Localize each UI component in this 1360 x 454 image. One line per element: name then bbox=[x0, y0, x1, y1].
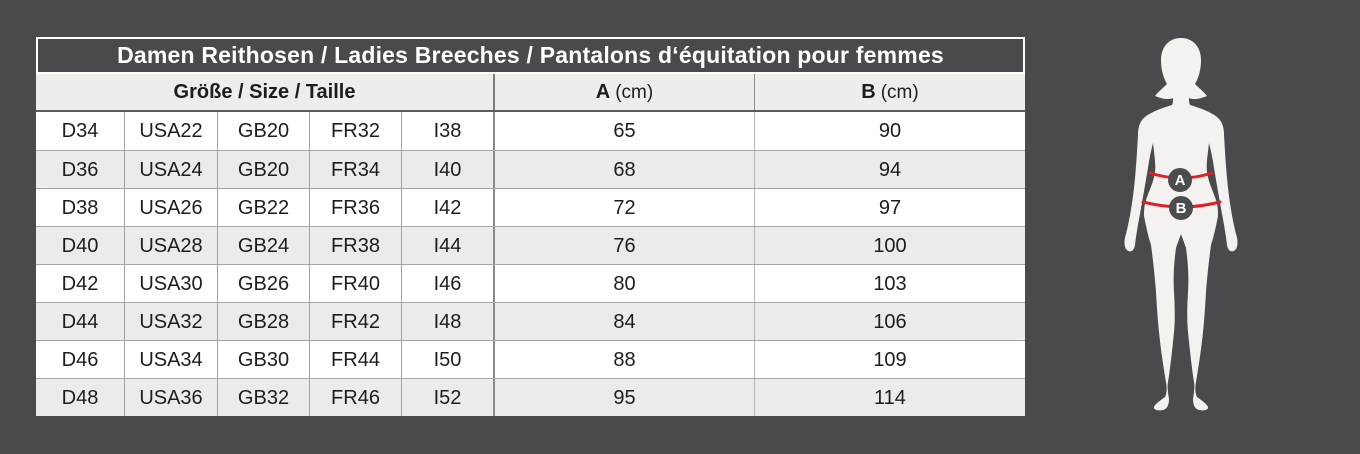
table-cell: FR34 bbox=[310, 151, 402, 188]
table-header-row: Größe / Size / Taille A (cm) B (cm) bbox=[36, 74, 1025, 112]
table-cell: D36 bbox=[36, 151, 125, 188]
table-cell: GB30 bbox=[218, 341, 310, 378]
table-cell: FR46 bbox=[310, 379, 402, 416]
table-cell: I46 bbox=[402, 265, 495, 302]
table-cell: I42 bbox=[402, 189, 495, 226]
table-row: D38 USA26 GB22 FR36 I42 72 97 bbox=[36, 188, 1025, 226]
table-cell: I40 bbox=[402, 151, 495, 188]
table-cell: I44 bbox=[402, 227, 495, 264]
table-cell: 95 bbox=[495, 379, 755, 416]
table-cell: GB24 bbox=[218, 227, 310, 264]
table-cell: D34 bbox=[36, 112, 125, 150]
table-title: Damen Reithosen / Ladies Breeches / Pant… bbox=[36, 37, 1025, 74]
table-cell: I52 bbox=[402, 379, 495, 416]
table-cell: I38 bbox=[402, 112, 495, 150]
table-cell: 97 bbox=[878, 196, 902, 219]
header-measure-b: B (cm) bbox=[755, 74, 1025, 110]
table-cell: 68 bbox=[495, 151, 755, 188]
table-cell: USA30 bbox=[125, 265, 218, 302]
header-a-label: A bbox=[595, 81, 611, 103]
table-cell: D38 bbox=[36, 189, 125, 226]
marker-b-label: B bbox=[1176, 200, 1187, 217]
table-cell: USA24 bbox=[125, 151, 218, 188]
table-cell: 88 bbox=[495, 341, 755, 378]
table-row: D48 USA36 GB32 FR46 I52 95 114 bbox=[36, 378, 1025, 416]
table-cell: I48 bbox=[402, 303, 495, 340]
table-row: D34 USA22 GB20 FR32 I38 65 90 bbox=[36, 112, 1025, 150]
female-body-silhouette bbox=[1124, 38, 1238, 411]
table-cell: 94 bbox=[878, 158, 902, 181]
marker-a-circle bbox=[1168, 168, 1192, 192]
table-cell: USA34 bbox=[125, 341, 218, 378]
table-cell: FR36 bbox=[310, 189, 402, 226]
table-cell: 65 bbox=[495, 112, 755, 150]
table-cell: GB20 bbox=[218, 112, 310, 150]
table-cell: 72 bbox=[495, 189, 755, 226]
table-cell: FR44 bbox=[310, 341, 402, 378]
table-cell: GB20 bbox=[218, 151, 310, 188]
table-cell: FR32 bbox=[310, 112, 402, 150]
table-cell: USA32 bbox=[125, 303, 218, 340]
table-cell: USA26 bbox=[125, 189, 218, 226]
table-cell: 100 bbox=[873, 234, 907, 257]
table-cell: GB28 bbox=[218, 303, 310, 340]
table-cell: 114 bbox=[874, 386, 906, 409]
table-cell: USA28 bbox=[125, 227, 218, 264]
header-measure-a: A (cm) bbox=[495, 74, 755, 110]
header-size: Größe / Size / Taille bbox=[36, 74, 495, 110]
table-cell: D40 bbox=[36, 227, 125, 264]
table-row: D44 USA32 GB28 FR42 I48 84 106 bbox=[36, 302, 1025, 340]
table-cell: 84 bbox=[495, 303, 755, 340]
table-cell: 106 bbox=[873, 310, 907, 333]
table-cell: FR40 bbox=[310, 265, 402, 302]
table-cell: D46 bbox=[36, 341, 125, 378]
marker-a-label: A bbox=[1175, 172, 1186, 189]
table-row: D40 USA28 GB24 FR38 I44 76 100 bbox=[36, 226, 1025, 264]
table-cell: 90 bbox=[878, 120, 902, 142]
table-cell: FR38 bbox=[310, 227, 402, 264]
table-cell: D48 bbox=[36, 379, 125, 416]
marker-b-circle bbox=[1169, 196, 1193, 220]
table-cell: USA36 bbox=[125, 379, 218, 416]
table-cell: 103 bbox=[873, 272, 907, 295]
table-cell: GB26 bbox=[218, 265, 310, 302]
table-cell: GB22 bbox=[218, 189, 310, 226]
table-cell: USA22 bbox=[125, 112, 218, 150]
table-cell: 76 bbox=[495, 227, 755, 264]
table-cell: I50 bbox=[402, 341, 495, 378]
table-cell: 80 bbox=[495, 265, 755, 302]
table-row: D42 USA30 GB26 FR40 I46 80 103 bbox=[36, 264, 1025, 302]
female-silhouette-illustration: A B bbox=[1124, 38, 1238, 411]
header-b-unit: (cm) bbox=[880, 81, 919, 103]
table-row: D46 USA34 GB30 FR44 I50 88 109 bbox=[36, 340, 1025, 378]
measurement-figure: A B bbox=[1110, 30, 1260, 420]
size-table: Damen Reithosen / Ladies Breeches / Pant… bbox=[36, 37, 1025, 416]
table-cell: FR42 bbox=[310, 303, 402, 340]
table-cell: D44 bbox=[36, 303, 125, 340]
header-a-unit: (cm) bbox=[615, 81, 654, 103]
size-table-body: D34 USA22 GB20 FR32 I38 65 90 D36 USA24 GB20 FR34 I… bbox=[36, 112, 1025, 416]
table-row: D36 USA24 GB20 FR34 I40 68 94 bbox=[36, 150, 1025, 188]
table-cell: D42 bbox=[36, 265, 125, 302]
header-b-label: B bbox=[861, 81, 876, 103]
table-cell: GB32 bbox=[218, 379, 310, 416]
table-cell: 109 bbox=[873, 348, 907, 371]
